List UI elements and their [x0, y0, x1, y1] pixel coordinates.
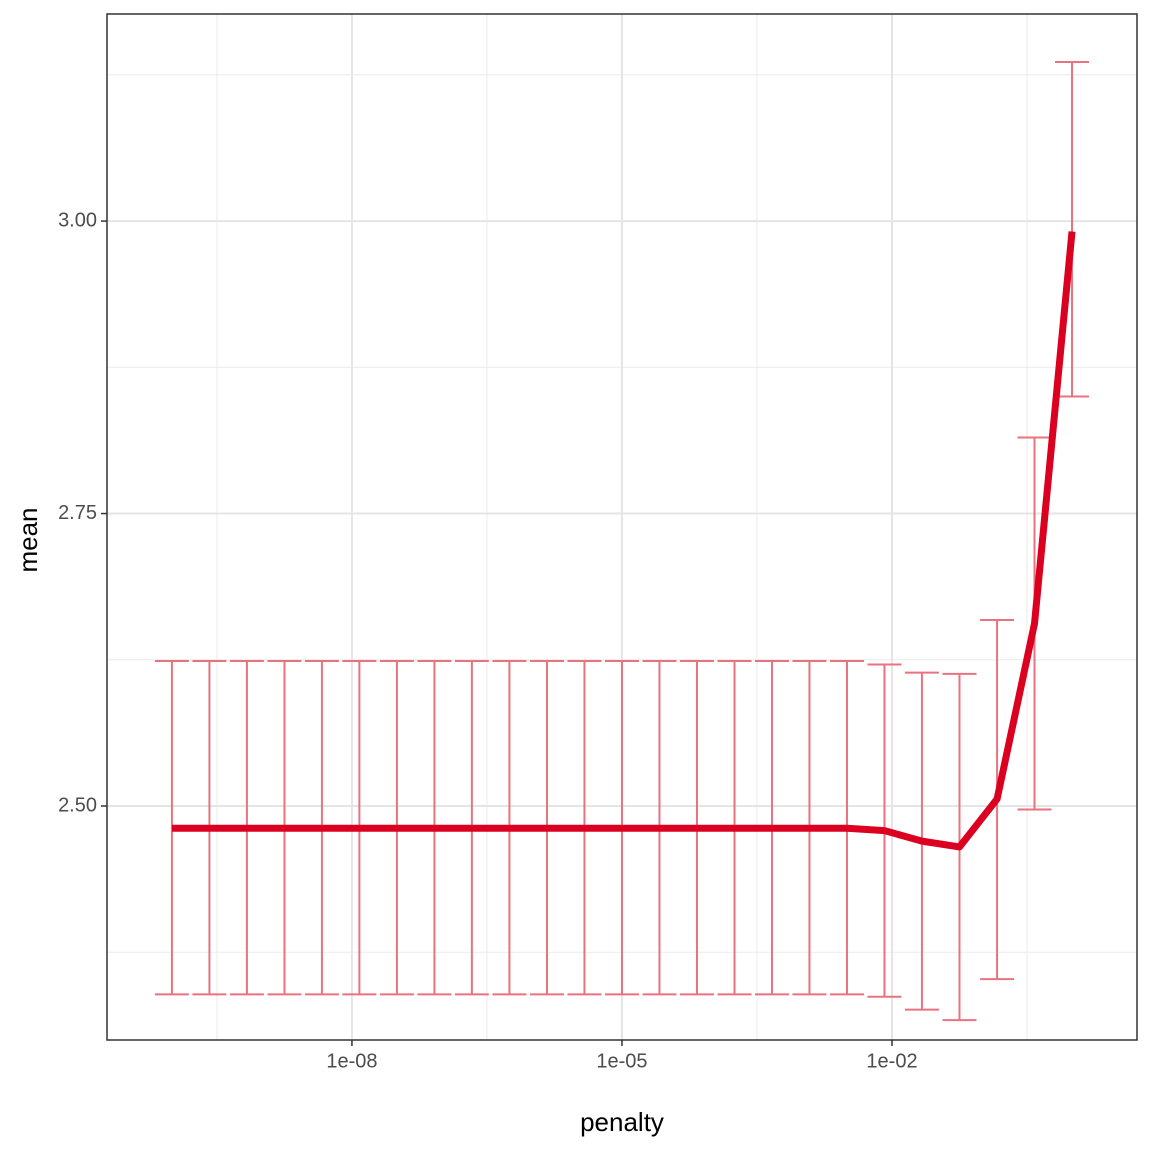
x-tick-label: 1e-05 [596, 1050, 647, 1072]
y-tick-label: 2.75 [58, 502, 97, 524]
y-axis-title: mean [13, 507, 43, 572]
x-axis-title: penalty [580, 1107, 664, 1137]
y-tick-label: 2.50 [58, 794, 97, 816]
line [171, 231, 1076, 851]
y-tick-label: 3.00 [58, 209, 97, 231]
x-tick-label: 1e-08 [326, 1050, 377, 1072]
panel-border [106, 13, 1138, 1041]
x-tick-label: 1e-02 [866, 1050, 917, 1072]
error-bar [1055, 60, 1090, 398]
